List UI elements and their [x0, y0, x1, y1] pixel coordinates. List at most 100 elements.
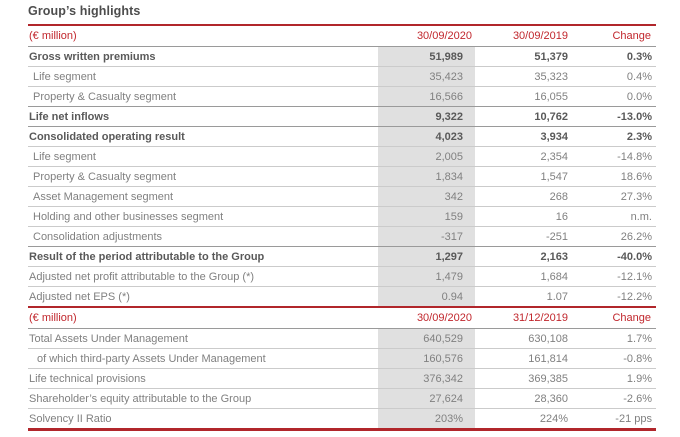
table-header-row: (€ million) 30/09/2020 31/12/2019 Change: [28, 308, 656, 328]
table-row: Shareholder’s equity attributable to the…: [28, 388, 656, 408]
section-current-vs-prior-year: (€ million) 30/09/2020 30/09/2019 Change Gro…: [28, 26, 656, 306]
row-label: Adjusted net EPS (*): [29, 290, 130, 303]
value-current-period: 27,624: [378, 389, 475, 408]
value-prior-period: 16: [555, 210, 568, 223]
table-row: Property & Casualty segment 1,834 1,547 18.…: [28, 166, 656, 186]
page-title: Group’s highlights: [28, 4, 141, 18]
row-label: Asset Management segment: [33, 190, 174, 203]
table-row: Property & Casualty segment 16,566 16,055 0…: [28, 86, 656, 106]
row-label: Life net inflows: [29, 110, 110, 123]
value-prior-period: 16,055: [534, 90, 568, 103]
table-row: Total Assets Under Management 640,529 630,…: [28, 328, 656, 348]
row-label: Life segment: [33, 150, 96, 163]
row-label: Gross written premiums: [29, 50, 156, 63]
value-prior-period: 1.07: [546, 290, 568, 303]
value-prior-period: 161,814: [528, 352, 568, 365]
value-current-period: 0.94: [378, 287, 475, 306]
row-label: Shareholder’s equity attributable to the…: [29, 392, 252, 405]
value-current-period: 203%: [378, 409, 475, 428]
value-change: -14.8%: [617, 150, 652, 163]
value-prior-period: 268: [549, 190, 568, 203]
section-divider-rule: [28, 306, 656, 308]
value-current-period: 640,529: [378, 329, 475, 348]
table-row: Asset Management segment 342 268 27.3%: [28, 186, 656, 206]
row-label: Life technical provisions: [29, 372, 146, 385]
column-header-unit: (€ million): [29, 312, 77, 324]
table-row: Solvency II Ratio 203% 224% -21 pps: [28, 408, 656, 428]
value-prior-period: 224%: [539, 412, 568, 425]
value-change: -13.0%: [617, 110, 652, 123]
table-row: Life net inflows 9,322 10,762 -13.0%: [28, 106, 656, 126]
value-prior-period: 2,354: [540, 150, 568, 163]
column-header-period-prior: 30/09/2019: [512, 30, 568, 42]
value-prior-period: 630,108: [528, 332, 568, 345]
row-label: Property & Casualty segment: [33, 90, 177, 103]
row-label: Consolidation adjustments: [33, 230, 163, 243]
value-change: -12.2%: [617, 290, 652, 303]
value-change: 26.2%: [620, 230, 652, 243]
table-row: Adjusted net profit attributable to the …: [28, 266, 656, 286]
value-prior-period: 369,385: [528, 372, 568, 385]
column-header-unit: (€ million): [29, 30, 77, 42]
highlights-table: (€ million) 30/09/2020 30/09/2019 Change Gro…: [28, 24, 656, 431]
row-label: Holding and other businesses segment: [33, 210, 224, 223]
column-header-period-current: 30/09/2020: [416, 30, 472, 42]
table-row: Life segment 2,005 2,354 -14.8%: [28, 146, 656, 166]
row-label: Adjusted net profit attributable to the …: [29, 270, 255, 283]
value-prior-period: 1,684: [540, 270, 568, 283]
value-change: -40.0%: [617, 250, 652, 263]
value-prior-period: 1,547: [540, 170, 568, 183]
row-label: Solvency II Ratio: [29, 412, 112, 425]
table-row: of which third-party Assets Under Manage…: [28, 348, 656, 368]
table-row: Gross written premiums 51,989 51,379 0.3%: [28, 46, 656, 66]
value-current-period: 2,005: [378, 147, 475, 166]
value-current-period: -317: [378, 227, 475, 246]
table-row: Life segment 35,423 35,323 0.4%: [28, 66, 656, 86]
value-change: 2.3%: [626, 130, 652, 143]
table-bottom-rule: [28, 428, 656, 431]
column-header-period-current: 30/09/2020: [416, 312, 472, 324]
column-header-period-prior: 31/12/2019: [512, 312, 568, 324]
row-label: Life segment: [33, 70, 96, 83]
value-current-period: 376,342: [378, 369, 475, 388]
value-current-period: 1,834: [378, 167, 475, 186]
value-change: 27.3%: [620, 190, 652, 203]
value-prior-period: 10,762: [534, 110, 568, 123]
table-row: Consolidation adjustments -317 -251 26.2%: [28, 226, 656, 246]
table-row: Adjusted net EPS (*) 0.94 1.07 -12.2%: [28, 286, 656, 306]
table-top-rule: [28, 24, 656, 26]
value-prior-period: 51,379: [534, 50, 568, 63]
row-label: Property & Casualty segment: [33, 170, 177, 183]
table-row: Life technical provisions 376,342 369,385 1…: [28, 368, 656, 388]
value-current-period: 4,023: [378, 127, 475, 146]
value-change: -21 pps: [615, 412, 652, 425]
value-prior-period: 3,934: [540, 130, 568, 143]
column-header-change: Change: [612, 30, 651, 42]
value-change: -0.8%: [623, 352, 652, 365]
value-current-period: 1,479: [378, 267, 475, 286]
value-current-period: 51,989: [378, 47, 475, 66]
column-header-change: Change: [612, 312, 651, 324]
row-label: Result of the period attributable to the…: [29, 250, 265, 263]
value-current-period: 35,423: [378, 67, 475, 86]
value-prior-period: 2,163: [540, 250, 568, 263]
value-change: 1.7%: [626, 332, 652, 345]
value-change: 1.9%: [626, 372, 652, 385]
value-change: 18.6%: [620, 170, 652, 183]
value-change: 0.3%: [626, 50, 652, 63]
table-row: Holding and other businesses segment 159 1…: [28, 206, 656, 226]
value-current-period: 160,576: [378, 349, 475, 368]
value-prior-period: -251: [545, 230, 568, 243]
table-row: Consolidated operating result 4,023 3,934 2…: [28, 126, 656, 146]
value-change: 0.0%: [626, 90, 652, 103]
row-label: Total Assets Under Management: [29, 332, 188, 345]
row-label: of which third-party Assets Under Manage…: [37, 352, 266, 365]
value-prior-period: 35,323: [534, 70, 568, 83]
value-current-period: 342: [378, 187, 475, 206]
value-current-period: 16,566: [378, 87, 475, 106]
value-change: -2.6%: [623, 392, 652, 405]
value-current-period: 9,322: [378, 107, 475, 126]
value-current-period: 1,297: [378, 247, 475, 266]
value-change: 0.4%: [626, 70, 652, 83]
